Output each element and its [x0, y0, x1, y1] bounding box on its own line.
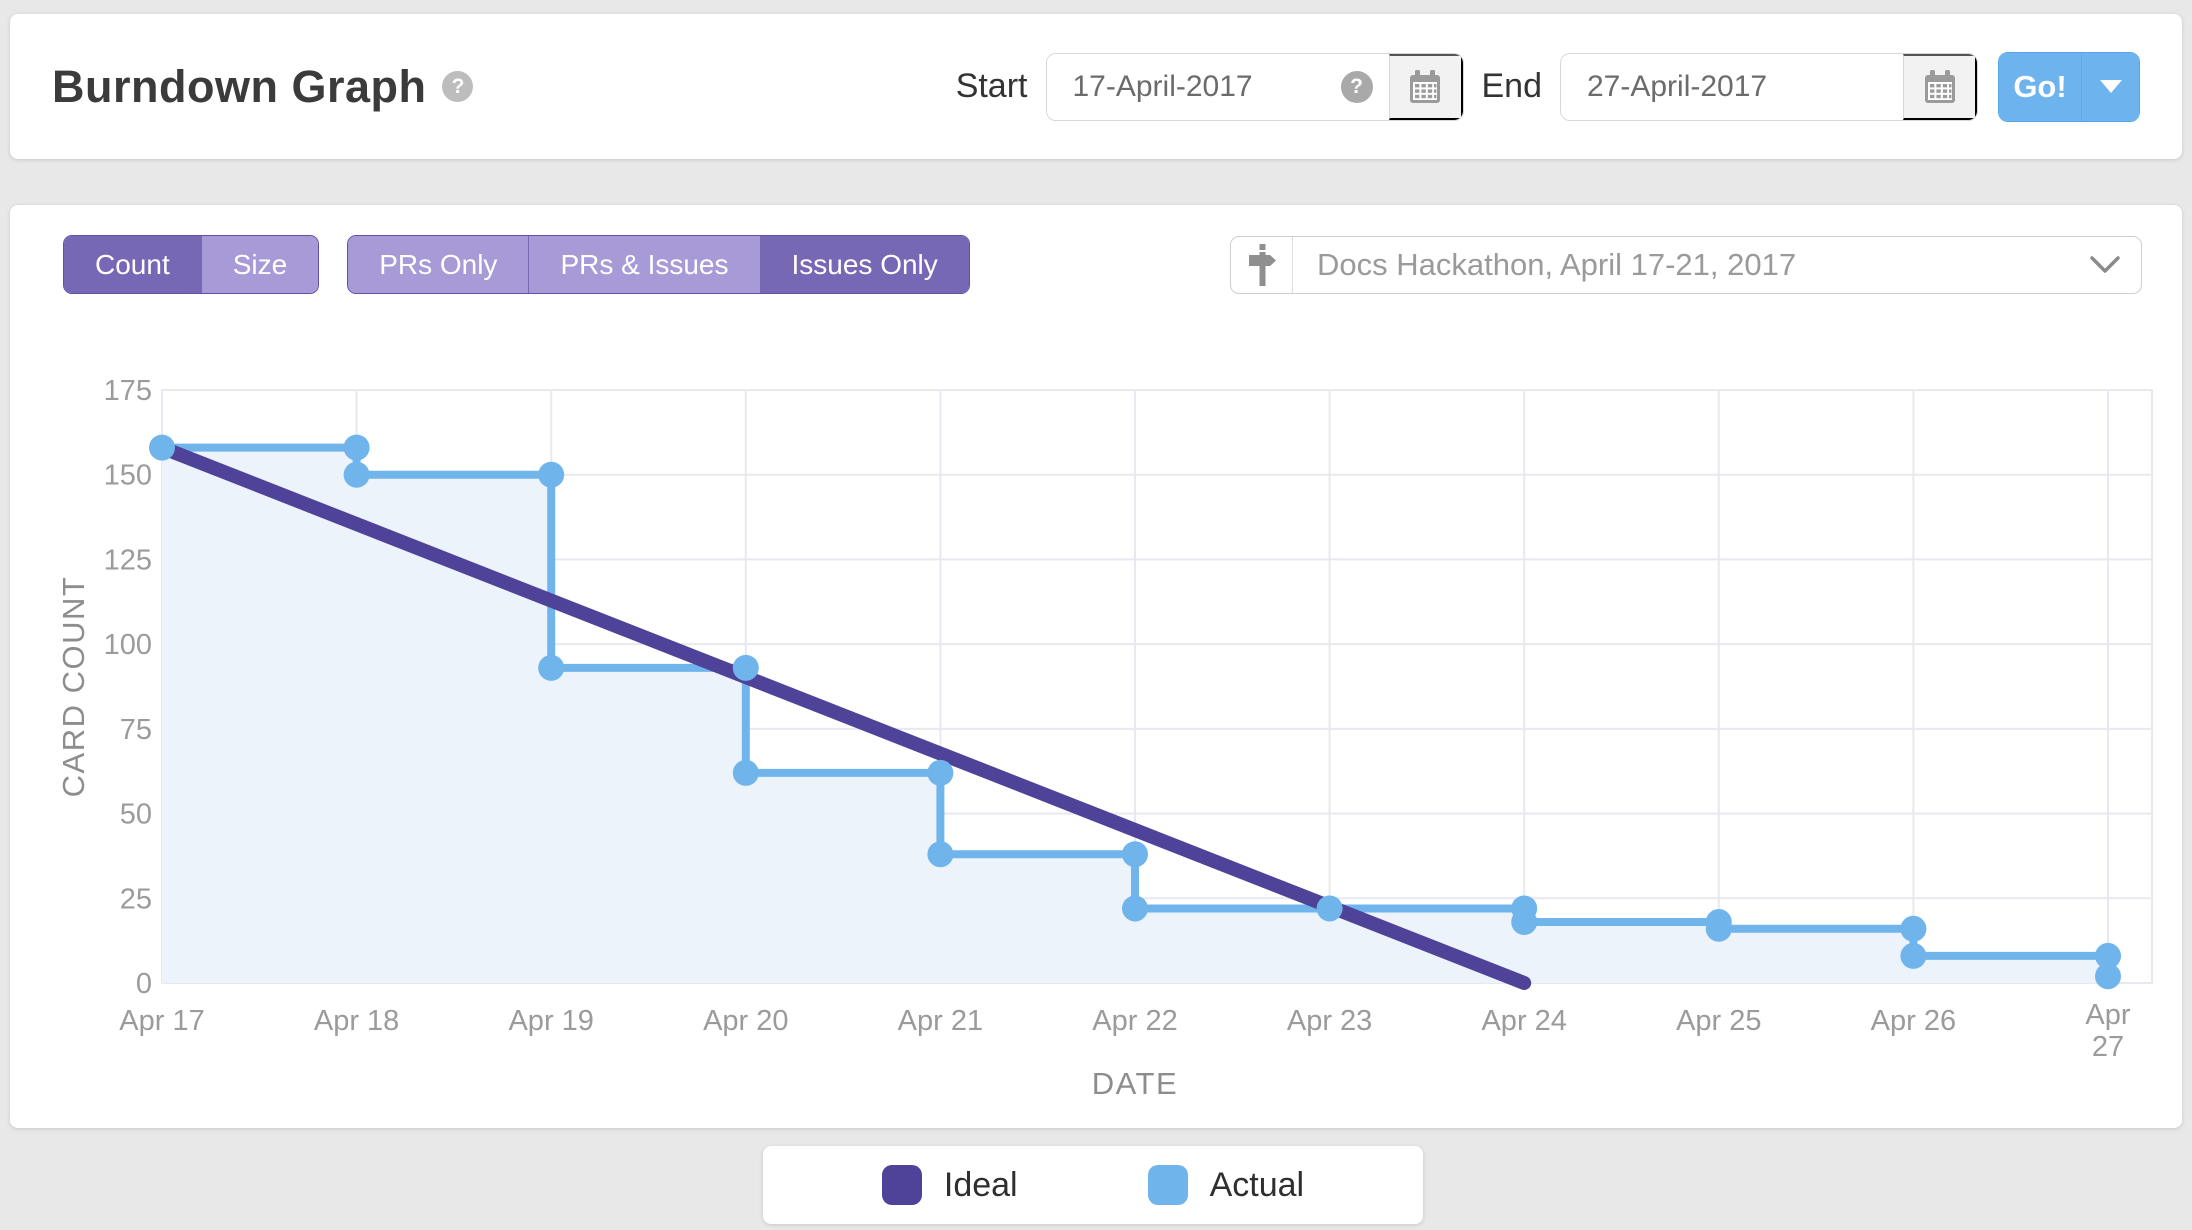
y-tick-label: 50 [120, 799, 152, 831]
end-calendar-button[interactable] [1903, 53, 1977, 120]
data-point [1900, 915, 1927, 942]
data-point [732, 654, 759, 681]
data-point [927, 841, 954, 868]
data-point [2095, 963, 2121, 990]
data-point [538, 654, 565, 681]
legend-card: Ideal Actual [763, 1146, 1423, 1224]
calendar-icon [1410, 69, 1440, 103]
go-dropdown-button[interactable] [2081, 52, 2139, 121]
x-tick-label: Apr 19 [508, 1005, 593, 1037]
milestone-chevron-box [2069, 255, 2141, 275]
go-split-button: Go! [1998, 51, 2140, 122]
data-point [927, 759, 954, 786]
y-tick-label: 0 [136, 968, 152, 1000]
metric-toggle-group: Count Size [63, 235, 320, 294]
toggle-size[interactable]: Size [200, 236, 319, 293]
actual-label: Actual [1209, 1165, 1305, 1204]
y-tick-label: 25 [120, 883, 152, 915]
y-tick-label: 150 [104, 460, 152, 492]
toggle-prs-and-issues[interactable]: PRs & Issues [528, 236, 760, 293]
start-calendar-button[interactable] [1388, 53, 1463, 120]
ideal-swatch [881, 1165, 922, 1205]
data-point [149, 434, 175, 461]
chart-card: Count Size PRs Only PRs & Issues Issues … [10, 205, 2182, 1128]
start-date-input[interactable] [1046, 53, 1389, 120]
ideal-label: Ideal [943, 1165, 1018, 1204]
data-point [732, 759, 759, 786]
y-tick-label: 125 [104, 544, 152, 576]
x-axis-title: DATE [1092, 1066, 1178, 1101]
end-date-input[interactable] [1561, 53, 1903, 120]
type-toggle-group: PRs Only PRs & Issues Issues Only [347, 235, 970, 294]
milestone-icon [1248, 243, 1276, 286]
y-tick-label: 100 [104, 629, 152, 661]
x-tick-label: Apr 27 [2085, 999, 2130, 1063]
data-point [2095, 942, 2121, 969]
actual-line [158, 443, 2112, 981]
toggle-count[interactable]: Count [64, 236, 201, 293]
title-help-icon[interactable]: ? [442, 71, 474, 102]
toggle-prs-only[interactable]: PRs Only [348, 236, 529, 293]
data-point [1122, 895, 1148, 922]
end-label: End [1481, 67, 1543, 105]
data-point [343, 461, 370, 488]
burndown-chart: 0 25 50 75 100 125 150 175 Apr 17 Apr 18 Apr 19 Apr… [56, 340, 2156, 1120]
start-date-wrap: ? [1046, 53, 1389, 120]
legend-item-actual[interactable]: Actual [1147, 1165, 1305, 1205]
data-point [538, 461, 565, 488]
start-label: Start [955, 67, 1028, 105]
x-tick-label: Apr 18 [314, 1005, 399, 1037]
x-tick-label: Apr 23 [1287, 1005, 1372, 1037]
chart-toolbar: Count Size PRs Only PRs & Issues Issues … [63, 235, 2142, 294]
milestone-icon-box [1231, 236, 1293, 293]
data-point [1316, 895, 1343, 922]
x-tick-label: Apr 22 [1092, 1005, 1177, 1037]
milestone-value: Docs Hackathon, April 17-21, 2017 [1317, 246, 1797, 282]
data-point [1122, 841, 1148, 868]
end-date-group [1560, 52, 1978, 121]
go-button[interactable]: Go! [1999, 52, 2081, 121]
milestone-select[interactable]: Docs Hackathon, April 17-21, 2017 [1230, 235, 2142, 294]
data-point [1511, 909, 1538, 936]
y-tick-label: 175 [104, 375, 152, 407]
chevron-down-icon [2090, 255, 2120, 273]
ideal-line [155, 440, 1532, 990]
actual-swatch [1147, 1165, 1188, 1205]
header-card: Burndown Graph ? Start ? [10, 14, 2182, 159]
legend-item-ideal[interactable]: Ideal [881, 1165, 1018, 1205]
end-date-wrap [1561, 53, 1903, 120]
x-tick-label: Apr 25 [1676, 1005, 1761, 1037]
start-date-help-icon[interactable]: ? [1340, 70, 1373, 103]
y-axis-title: CARD COUNT [60, 576, 91, 798]
actual-area-fill [162, 447, 2108, 983]
data-point [1705, 915, 1732, 942]
caret-down-icon [2099, 80, 2122, 93]
calendar-icon [1924, 69, 1955, 103]
y-tick-label: 75 [120, 714, 152, 746]
date-range-controls: Start ? End [955, 51, 2140, 122]
data-point [343, 434, 370, 461]
x-tick-label: Apr 26 [1871, 1005, 1956, 1037]
x-tick-label: Apr 17 [119, 1005, 204, 1037]
start-date-group: ? [1045, 52, 1464, 121]
data-point [1900, 942, 1927, 969]
x-tick-label: Apr 20 [703, 1005, 788, 1037]
x-tick-label: Apr 24 [1481, 1005, 1566, 1037]
burndown-chart-svg: 0 25 50 75 100 125 150 175 Apr 17 Apr 18 Apr 19 Apr… [56, 375, 2153, 1101]
x-tick-label: Apr 21 [898, 1005, 983, 1037]
page-title: Burndown Graph [52, 60, 427, 112]
toggle-issues-only[interactable]: Issues Only [759, 236, 969, 293]
